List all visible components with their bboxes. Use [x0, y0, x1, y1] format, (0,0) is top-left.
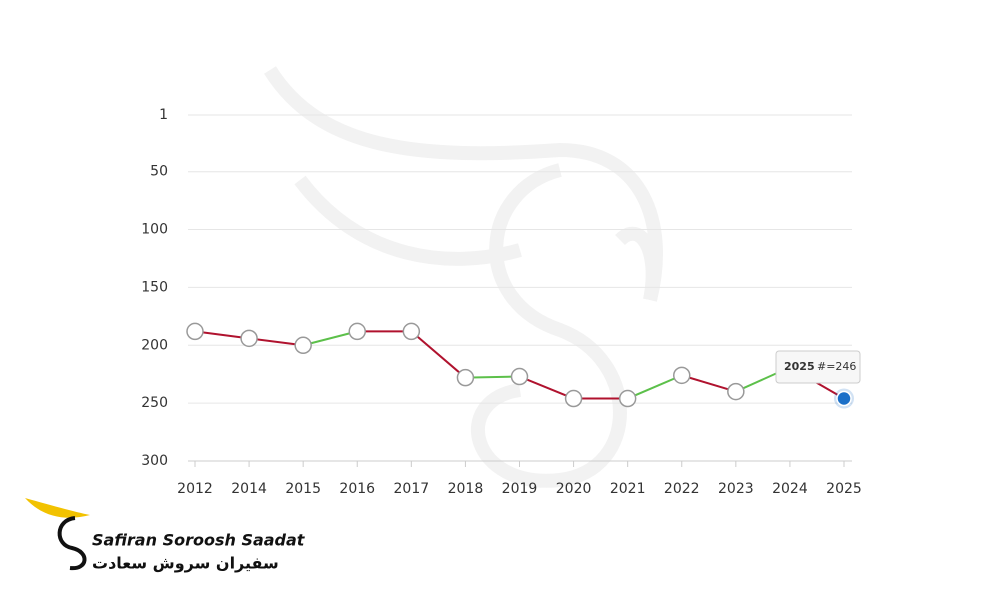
line-segment: [465, 375, 520, 379]
x-tick-label: 2015: [285, 481, 321, 497]
point: [348, 322, 366, 341]
y-tick-label: 200: [141, 337, 168, 353]
x-tick-label: 2022: [664, 481, 700, 497]
y-tick-label: 150: [141, 279, 168, 295]
tooltip: 2025 #=246: [775, 350, 861, 384]
point: [456, 368, 475, 387]
logo: Safiran Soroosh Saadat سفیران سروش سعادت: [25, 498, 306, 573]
point: [618, 389, 637, 408]
line-segment: [519, 375, 574, 400]
point: [564, 389, 583, 408]
x-tick-label: 2019: [502, 481, 538, 497]
x-tick-label: 2021: [610, 481, 646, 497]
line-segment: [302, 330, 358, 347]
point: [240, 329, 258, 348]
x-tick-label: 2016: [339, 481, 375, 497]
tooltip-box: [775, 350, 861, 384]
point: [836, 390, 852, 407]
point: [727, 382, 745, 401]
x-tick-label: 2023: [718, 481, 754, 497]
x-tick-label: 2025: [826, 481, 862, 497]
point: [673, 366, 691, 385]
x-tick-label: 2014: [231, 481, 267, 497]
x-tick-label: 2012: [177, 481, 213, 497]
line-segment: [248, 337, 304, 347]
y-tick-label: 50: [150, 164, 168, 180]
point: [510, 367, 529, 386]
point: [402, 322, 421, 341]
logo-name: Safiran Soroosh Saadat: [92, 531, 306, 550]
x-tick-label: 2020: [556, 481, 592, 497]
line-segment: [681, 374, 737, 393]
y-tick-label: 250: [141, 395, 168, 411]
point: [186, 322, 204, 341]
watermark: [264, 66, 663, 488]
line-segment: [627, 374, 683, 400]
y-tick-label: 100: [141, 222, 168, 238]
line-segment: [194, 330, 250, 340]
y-tick-label: 1: [159, 107, 168, 123]
tooltip-title: 2025: [784, 360, 815, 373]
x-tick-label: 2024: [772, 481, 808, 497]
tooltip-text: #=246: [817, 360, 856, 373]
line-segment: [410, 330, 467, 379]
logo-name-fa: سفیران سروش سعادت: [92, 554, 279, 573]
logo-swan: [57, 516, 87, 571]
y-tick-label: 300: [141, 453, 168, 469]
x-tick-label: 2017: [394, 481, 430, 497]
x-tick-label: 2018: [448, 481, 484, 497]
logo-wing: [25, 498, 90, 518]
point: [294, 336, 312, 355]
